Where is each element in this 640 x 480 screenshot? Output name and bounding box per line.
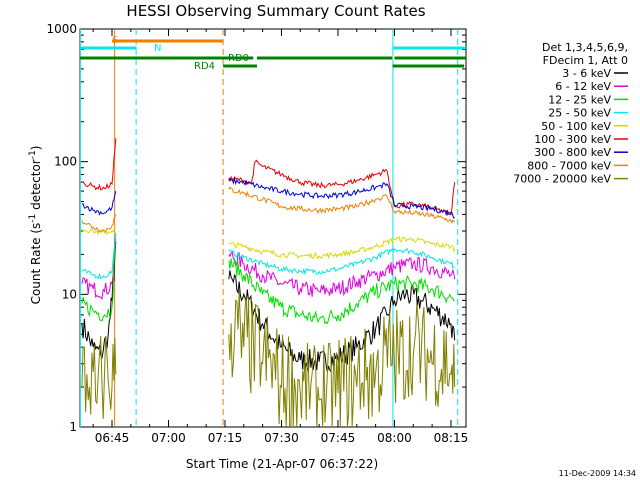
- y-axis-label-mid: detector: [29, 159, 43, 214]
- state-bar-label: RD0: [228, 53, 249, 64]
- y-tick-label: 10: [62, 287, 77, 301]
- legend-header-line-1: Det 1,3,4,5,6,9,: [542, 41, 628, 54]
- x-tick-label: 08:15: [434, 431, 469, 445]
- legend-entry-label: 12 - 25 keV: [548, 93, 611, 106]
- y-tick-label: 100: [54, 155, 77, 169]
- y-tick-label: 1: [69, 420, 77, 434]
- x-tick-label: 07:30: [264, 431, 299, 445]
- y-axis-label: Count Rate (s-1 detector-1): [28, 146, 43, 305]
- legend-entry-label: 50 - 100 keV: [541, 120, 611, 133]
- y-axis-label-sup1: -1: [28, 214, 38, 223]
- series-line-7000-20000-kev: [81, 290, 456, 427]
- legend-entry-label: 3 - 6 keV: [562, 67, 611, 80]
- state-bar-label: S: [112, 35, 118, 46]
- timestamp: 11-Dec-2009 14:34: [559, 469, 636, 478]
- y-axis-label-sup2: -1: [28, 150, 38, 159]
- series-line-12-25-kev: [81, 237, 455, 325]
- x-tick-label: 07:45: [321, 431, 356, 445]
- chart-title: HESSI Observing Summary Count Rates: [126, 2, 425, 20]
- series-line-300-800-kev: [81, 176, 456, 219]
- x-tick-label: 08:00: [377, 431, 412, 445]
- legend-header-line-2: FDecim 1, Att 0: [543, 54, 628, 67]
- legend-entry-label: 800 - 7000 keV: [527, 159, 611, 172]
- state-bar-label: N: [154, 43, 161, 54]
- legend-entry-label: 100 - 300 keV: [534, 133, 611, 146]
- legend-entry-label: 7000 - 20000 keV: [513, 173, 611, 186]
- x-tick-label: 07:15: [208, 431, 243, 445]
- y-axis-label-end: ): [29, 146, 43, 151]
- y-axis-label-main: Count Rate (s: [29, 223, 43, 305]
- legend-entry-label: 6 - 12 keV: [555, 80, 611, 93]
- legend-entry-label: 25 - 50 keV: [548, 107, 611, 120]
- series-line-6-12-kev: [81, 234, 456, 300]
- plot-area: 06:45 07:00 07:15 07:30 07:45 08:00 08:15 1 10 10…: [46, 22, 468, 445]
- legend: Det 1,3,4,5,6,9, FDecim 1, Att 0 3 - 6 k…: [513, 41, 628, 186]
- y-tick-label: 1000: [46, 22, 77, 36]
- series-line-50-100-kev: [81, 225, 456, 260]
- x-axis-label: Start Time (21-Apr-07 06:37:22): [186, 457, 378, 471]
- series-line-25-50-kev: [81, 232, 455, 280]
- x-tick-label: 07:00: [151, 431, 186, 445]
- legend-entry-label: 300 - 800 keV: [534, 146, 611, 159]
- state-bar-label: RD4: [194, 61, 215, 72]
- x-tick-label: 06:45: [95, 431, 130, 445]
- series-line-800-7000-kev: [81, 186, 456, 234]
